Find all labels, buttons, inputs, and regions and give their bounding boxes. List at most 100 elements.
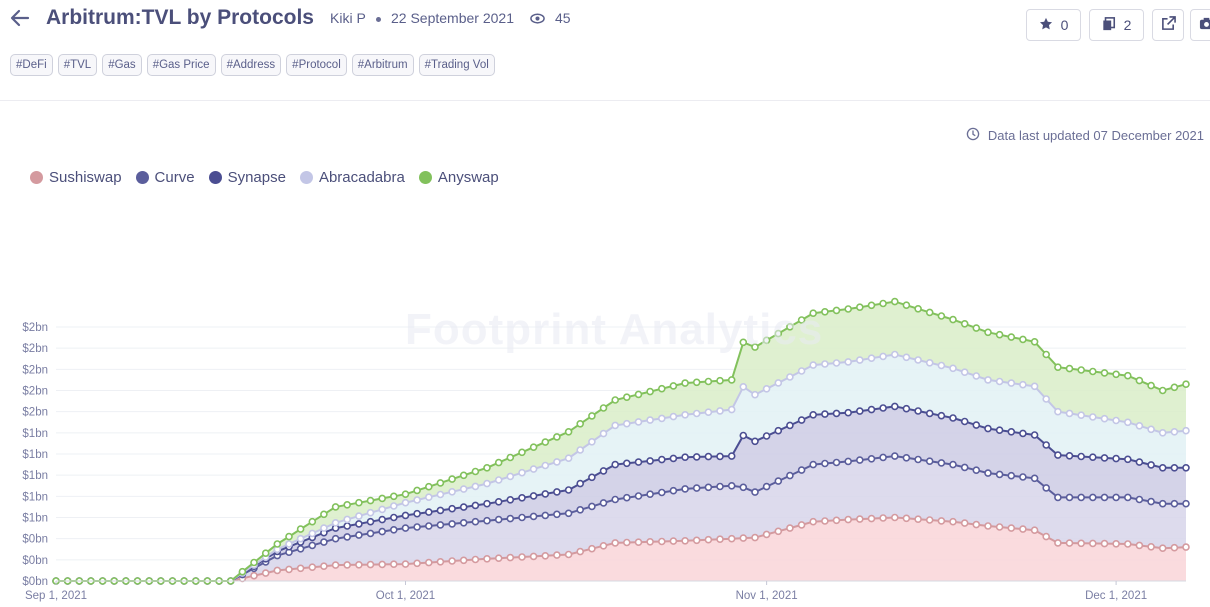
data-point[interactable] — [821, 459, 829, 468]
data-point[interactable] — [786, 323, 794, 331]
data-point[interactable] — [308, 541, 317, 550]
data-point[interactable] — [1170, 428, 1179, 436]
data-point[interactable] — [890, 513, 899, 522]
data-point[interactable] — [471, 517, 480, 526]
data-point[interactable] — [739, 338, 748, 347]
data-point[interactable] — [529, 512, 538, 521]
data-point[interactable] — [541, 490, 550, 498]
tag-tvl[interactable]: #TVL — [57, 54, 98, 76]
data-point[interactable] — [739, 534, 748, 542]
data-point[interactable] — [809, 361, 818, 369]
data-point[interactable] — [506, 514, 515, 523]
data-point[interactable] — [984, 424, 992, 433]
data-point[interactable] — [483, 479, 491, 488]
data-point[interactable] — [797, 466, 806, 474]
legend-item-synapse[interactable]: Synapse — [208, 169, 286, 186]
data-point[interactable] — [1065, 409, 1074, 418]
data-point[interactable] — [972, 372, 981, 380]
data-point[interactable] — [599, 499, 608, 507]
data-point[interactable] — [681, 379, 689, 387]
data-point[interactable] — [844, 515, 853, 524]
data-point[interactable] — [1030, 338, 1039, 346]
data-point[interactable] — [821, 410, 829, 418]
data-point[interactable] — [657, 414, 666, 423]
copy-button[interactable]: 2 — [1089, 9, 1144, 41]
data-point[interactable] — [378, 527, 387, 536]
data-point[interactable] — [343, 500, 352, 509]
data-point[interactable] — [960, 463, 969, 472]
data-point[interactable] — [494, 554, 503, 563]
data-point[interactable] — [541, 551, 550, 560]
data-point[interactable] — [832, 409, 841, 418]
data-point[interactable] — [984, 469, 992, 477]
data-point[interactable] — [541, 511, 550, 520]
data-point[interactable] — [867, 514, 876, 523]
data-point[interactable] — [1182, 426, 1190, 435]
data-point[interactable] — [879, 352, 887, 361]
data-point[interactable] — [995, 426, 1004, 434]
data-point[interactable] — [984, 328, 992, 337]
data-point[interactable] — [1158, 429, 1167, 437]
data-point[interactable] — [459, 503, 468, 511]
data-point[interactable] — [553, 551, 561, 559]
data-point[interactable] — [657, 455, 666, 464]
data-point[interactable] — [692, 484, 701, 492]
data-point[interactable] — [401, 560, 410, 568]
data-point[interactable] — [890, 452, 899, 460]
data-point[interactable] — [541, 438, 550, 446]
data-point[interactable] — [320, 562, 328, 571]
data-point[interactable] — [1054, 493, 1062, 502]
data-point[interactable] — [972, 421, 981, 429]
data-point[interactable] — [704, 535, 713, 544]
data-point[interactable] — [925, 516, 934, 524]
data-point[interactable] — [1042, 395, 1050, 403]
data-point[interactable] — [657, 384, 666, 393]
data-point[interactable] — [646, 387, 654, 396]
data-point[interactable] — [320, 538, 328, 546]
data-point[interactable] — [494, 497, 503, 506]
data-point[interactable] — [529, 492, 538, 500]
data-point[interactable] — [797, 416, 806, 424]
data-point[interactable] — [1158, 386, 1167, 395]
data-point[interactable] — [1100, 414, 1109, 423]
data-point[interactable] — [320, 524, 328, 532]
data-point[interactable] — [1100, 539, 1109, 548]
tag-trading-vol[interactable]: #Trading Vol — [418, 54, 495, 76]
data-point[interactable] — [751, 437, 759, 446]
data-point[interactable] — [343, 515, 352, 524]
data-point[interactable] — [296, 564, 305, 573]
data-point[interactable] — [657, 488, 666, 497]
data-point[interactable] — [343, 522, 352, 530]
data-point[interactable] — [914, 305, 922, 313]
data-point[interactable] — [855, 407, 864, 415]
data-point[interactable] — [692, 453, 701, 461]
back-arrow-icon[interactable] — [8, 6, 32, 30]
data-point[interactable] — [1124, 371, 1132, 380]
data-point[interactable] — [739, 483, 748, 492]
data-point[interactable] — [1112, 416, 1120, 425]
data-point[interactable] — [925, 457, 934, 466]
data-point[interactable] — [1112, 370, 1120, 379]
data-point[interactable] — [1135, 376, 1144, 385]
data-point[interactable] — [937, 459, 946, 467]
data-point[interactable] — [1030, 526, 1039, 535]
data-point[interactable] — [646, 416, 654, 424]
data-point[interactable] — [949, 517, 957, 526]
data-point[interactable] — [797, 316, 806, 324]
data-point[interactable] — [634, 418, 643, 426]
data-point[interactable] — [867, 405, 876, 414]
data-point[interactable] — [378, 515, 387, 524]
data-point[interactable] — [716, 482, 724, 491]
data-point[interactable] — [1089, 413, 1097, 421]
data-point[interactable] — [378, 560, 387, 569]
data-point[interactable] — [716, 452, 724, 461]
data-point[interactable] — [576, 446, 585, 454]
data-point[interactable] — [611, 539, 620, 547]
data-point[interactable] — [622, 393, 631, 401]
data-point[interactable] — [692, 536, 701, 545]
data-point[interactable] — [821, 308, 829, 316]
data-point[interactable] — [1112, 539, 1120, 548]
data-point[interactable] — [949, 364, 957, 373]
data-point[interactable] — [564, 509, 573, 518]
data-point[interactable] — [751, 533, 759, 542]
